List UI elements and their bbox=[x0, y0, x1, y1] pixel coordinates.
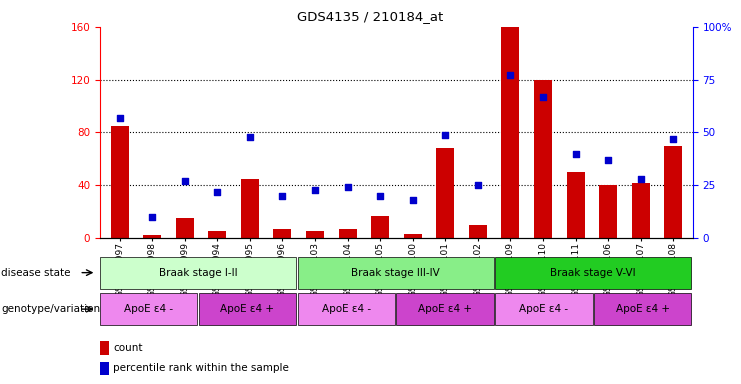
Point bbox=[211, 189, 223, 195]
Bar bbox=[100, 362, 109, 375]
Point bbox=[472, 182, 484, 188]
Text: ApoE ε4 -: ApoE ε4 - bbox=[519, 304, 568, 314]
Bar bbox=[665, 146, 682, 238]
Point bbox=[537, 93, 549, 99]
Point bbox=[407, 197, 419, 203]
Bar bbox=[339, 229, 356, 238]
Text: count: count bbox=[113, 343, 142, 353]
Bar bbox=[298, 257, 494, 288]
Bar bbox=[396, 293, 494, 325]
Point bbox=[146, 214, 158, 220]
Text: Braak stage V-VI: Braak stage V-VI bbox=[551, 268, 636, 278]
Bar bbox=[110, 126, 128, 238]
Bar bbox=[632, 183, 650, 238]
Bar bbox=[495, 257, 691, 288]
Bar bbox=[241, 179, 259, 238]
Point bbox=[635, 176, 647, 182]
Text: genotype/variation: genotype/variation bbox=[1, 304, 101, 314]
Bar bbox=[502, 27, 519, 238]
Text: Braak stage III-IV: Braak stage III-IV bbox=[351, 268, 440, 278]
Bar bbox=[306, 232, 324, 238]
Bar bbox=[436, 148, 454, 238]
Bar bbox=[495, 293, 593, 325]
Point bbox=[113, 114, 125, 121]
Bar bbox=[599, 185, 617, 238]
Text: ApoE ε4 +: ApoE ε4 + bbox=[616, 304, 670, 314]
Text: ApoE ε4 +: ApoE ε4 + bbox=[418, 304, 472, 314]
Bar bbox=[208, 232, 226, 238]
Point bbox=[244, 134, 256, 140]
Point bbox=[439, 131, 451, 138]
Bar bbox=[100, 293, 197, 325]
Text: disease state: disease state bbox=[1, 268, 71, 278]
Bar bbox=[404, 234, 422, 238]
Bar bbox=[594, 293, 691, 325]
Bar bbox=[273, 229, 291, 238]
Text: ApoE ε4 -: ApoE ε4 - bbox=[124, 304, 173, 314]
Point bbox=[668, 136, 679, 142]
Text: GDS4135 / 210184_at: GDS4135 / 210184_at bbox=[297, 10, 444, 23]
Point bbox=[179, 178, 190, 184]
Point bbox=[570, 151, 582, 157]
Text: percentile rank within the sample: percentile rank within the sample bbox=[113, 363, 289, 373]
Text: ApoE ε4 +: ApoE ε4 + bbox=[221, 304, 274, 314]
Text: Braak stage I-II: Braak stage I-II bbox=[159, 268, 237, 278]
Bar bbox=[100, 341, 109, 354]
Point bbox=[505, 73, 516, 79]
Bar bbox=[298, 293, 395, 325]
Point bbox=[342, 184, 353, 190]
Bar bbox=[534, 79, 552, 238]
Point bbox=[602, 157, 614, 163]
Bar bbox=[100, 257, 296, 288]
Bar bbox=[199, 293, 296, 325]
Text: ApoE ε4 -: ApoE ε4 - bbox=[322, 304, 370, 314]
Bar bbox=[469, 225, 487, 238]
Point bbox=[374, 193, 386, 199]
Point bbox=[309, 187, 321, 193]
Bar bbox=[371, 216, 389, 238]
Bar bbox=[176, 218, 193, 238]
Bar bbox=[567, 172, 585, 238]
Bar bbox=[143, 235, 161, 238]
Point bbox=[276, 193, 288, 199]
